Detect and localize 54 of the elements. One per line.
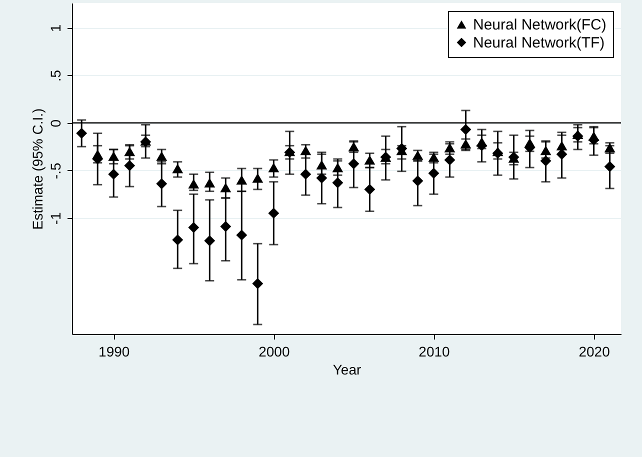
- x-tick-label: 1990: [98, 344, 130, 360]
- point: [188, 178, 200, 188]
- point: [316, 160, 328, 170]
- point: [220, 182, 232, 192]
- point: [540, 155, 552, 166]
- point: [332, 177, 344, 188]
- point: [604, 161, 616, 172]
- point: [172, 234, 184, 246]
- point: [204, 178, 216, 188]
- point: [316, 172, 328, 184]
- point: [268, 208, 280, 219]
- point: [220, 221, 232, 232]
- point: [332, 162, 344, 172]
- point: [428, 168, 440, 179]
- x-tick-label: 2020: [578, 344, 610, 360]
- point: [156, 178, 168, 190]
- legend-label: Neural Network(FC): [473, 16, 606, 34]
- point: [364, 155, 376, 165]
- point: [412, 175, 424, 186]
- point: [572, 130, 584, 142]
- point: [300, 146, 312, 156]
- y-tick-label: .5: [48, 70, 64, 82]
- y-tick-label: -1: [48, 212, 64, 225]
- point: [236, 230, 248, 241]
- point: [492, 148, 504, 159]
- point: [124, 160, 136, 172]
- x-tick-label: 2010: [418, 344, 450, 360]
- point: [156, 151, 168, 161]
- legend-label: Neural Network(TF): [473, 34, 605, 52]
- point: [364, 184, 376, 195]
- point: [76, 128, 88, 139]
- point: [204, 235, 216, 246]
- y-tick-label: 0: [48, 119, 64, 128]
- x-tick-label: 2000: [258, 344, 290, 360]
- point: [124, 146, 136, 156]
- point: [268, 162, 280, 172]
- point: [556, 148, 568, 160]
- point: [556, 140, 568, 150]
- x-axis-title: Year: [332, 362, 362, 378]
- point: [172, 164, 184, 174]
- point: [108, 151, 120, 161]
- point: [252, 173, 264, 183]
- point: [188, 222, 200, 233]
- y-tick-label: 1: [48, 24, 64, 32]
- point: [460, 124, 472, 135]
- point: [444, 154, 456, 166]
- y-axis-title: Estimate (95% C.I.): [30, 108, 46, 230]
- point: [108, 168, 120, 180]
- y-tick-label: -.5: [48, 162, 64, 180]
- point: [252, 278, 264, 290]
- point: [300, 168, 312, 180]
- point: [236, 175, 248, 185]
- point: [540, 146, 552, 156]
- point: [348, 158, 360, 170]
